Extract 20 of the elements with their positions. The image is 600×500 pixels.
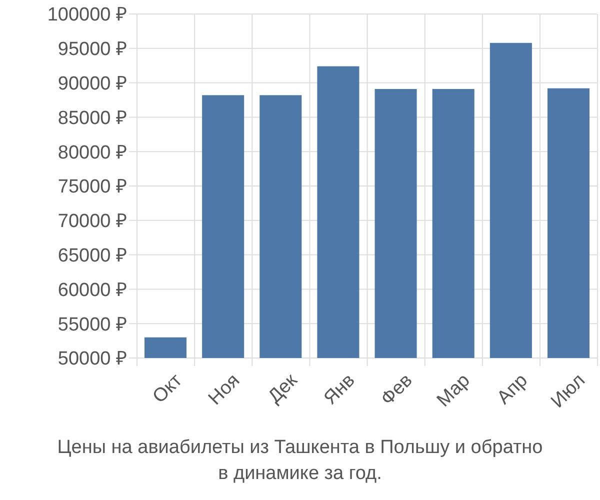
y-tick-label: 50000 ₽ — [58, 348, 127, 370]
y-tick-label: 55000 ₽ — [58, 314, 127, 336]
y-tick-label: 75000 ₽ — [58, 176, 127, 198]
text: в динамике за год. — [218, 463, 382, 484]
x-tick-label: Ноя — [204, 370, 244, 410]
x-tick-label: Дек — [264, 370, 302, 408]
x-tick-label: Янв — [320, 370, 360, 410]
y-tick-label: 90000 ₽ — [58, 73, 127, 94]
y-tick-label: 70000 ₽ — [58, 211, 127, 232]
x-tick-label: Мар — [433, 370, 474, 412]
y-tick-label: 85000 ₽ — [58, 108, 127, 129]
y-tick-label: 60000 ₽ — [58, 280, 127, 301]
y-tick-label: 95000 ₽ — [58, 39, 127, 60]
text: Цены на авиабилеты из Ташкента в Польшу и обратно — [57, 437, 543, 458]
y-tick-label: 100000 ₽ — [47, 4, 127, 26]
x-tick-label: Апр — [493, 370, 532, 409]
x-tick-label: Фев — [377, 370, 417, 410]
x-tick-label: Окт — [148, 370, 187, 408]
y-tick-label: 65000 ₽ — [58, 245, 127, 266]
y-tick-label: 80000 ₽ — [58, 142, 127, 164]
